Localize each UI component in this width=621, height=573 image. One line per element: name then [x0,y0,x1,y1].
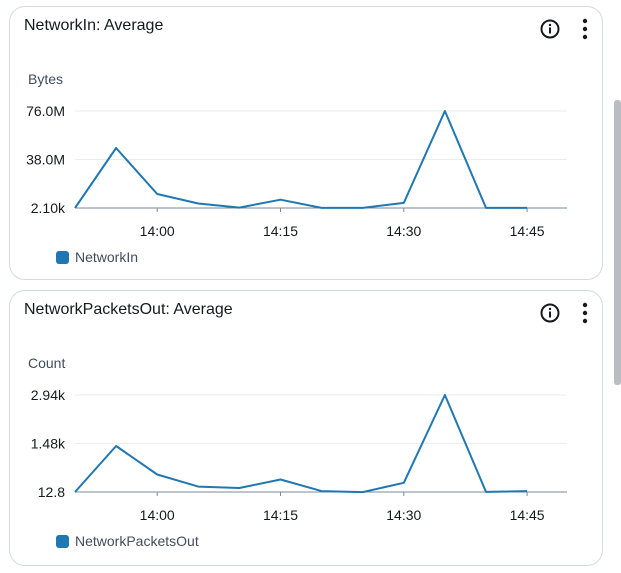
x-tick-label: 14:00 [140,223,175,239]
x-tick-label: 14:45 [510,223,545,239]
y-tick-label: 12.8 [38,484,65,500]
legend-swatch [56,250,69,264]
legend-swatch [56,534,69,548]
legend-label: NetworkPacketsOut [75,533,199,549]
legend[interactable]: NetworkIn [56,249,138,265]
chart-widget-network-in: NetworkIn: Average Bytes 2.10k 38.0M 76.0M… [9,6,603,280]
y-tick-label: 38.0M [26,152,65,168]
page-scrollbar[interactable] [614,100,621,385]
widget-title: NetworkIn: Average [24,17,164,34]
line-chart-plot: 12.8 1.48k 2.94k 14:00 14:15 14:30 14:45 [31,387,567,523]
info-icon[interactable] [540,19,560,39]
line-chart-plot: 2.10k 38.0M 76.0M 14:00 14:15 14:30 14:45 [26,103,567,239]
y-tick-label: 2.94k [31,387,66,403]
more-actions-icon[interactable] [582,302,588,324]
legend[interactable]: NetworkPacketsOut [56,533,199,549]
series-line[interactable] [74,394,528,494]
y-tick-label: 1.48k [31,435,66,451]
x-tick-label: 14:45 [510,507,545,523]
x-tick-label: 14:00 [140,507,175,523]
more-actions-icon[interactable] [582,18,588,40]
x-tick-label: 14:30 [386,223,421,239]
x-tick-label: 14:30 [386,507,421,523]
y-tick-label: 76.0M [26,103,65,119]
series-line[interactable] [74,110,528,209]
y-axis-label: Bytes [28,71,64,87]
legend-label: NetworkIn [75,249,139,265]
chart-widget-network-packets-out: NetworkPacketsOut: Average Count 12.8 1.4… [9,290,603,566]
widget-title: NetworkPacketsOut: Average [24,301,233,318]
x-tick-label: 14:15 [263,507,298,523]
info-icon[interactable] [540,303,560,323]
y-tick-label: 2.10k [31,200,66,216]
y-axis-label: Count [28,355,66,371]
x-tick-label: 14:15 [263,223,298,239]
